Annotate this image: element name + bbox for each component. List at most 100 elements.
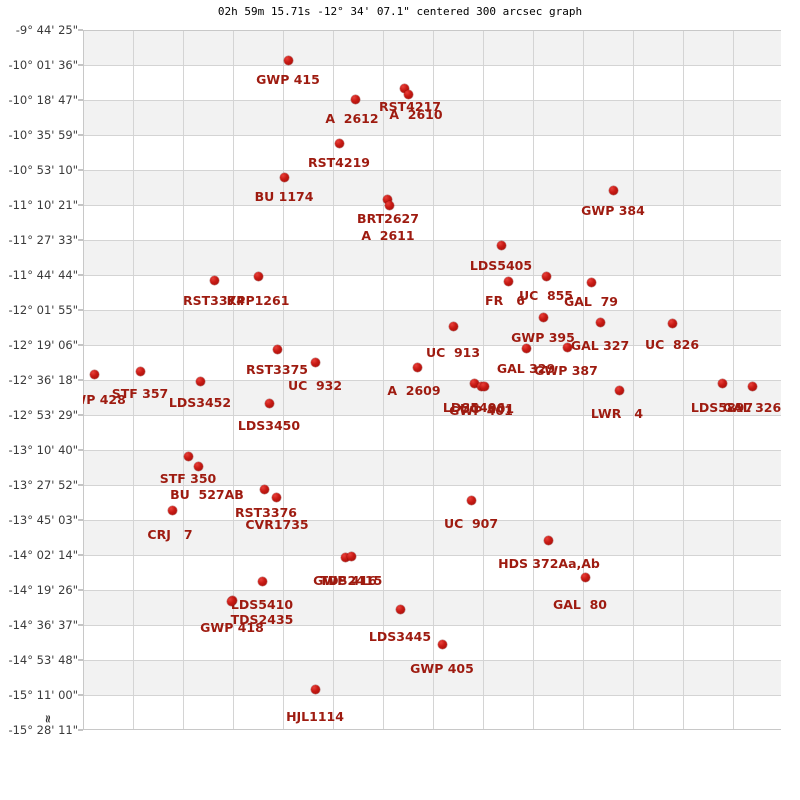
star-marker[interactable] <box>466 495 476 505</box>
horizontal-gridline <box>83 170 781 171</box>
star-marker[interactable] <box>259 484 269 494</box>
star-marker[interactable] <box>135 366 145 376</box>
y-axis-tick-mark <box>78 659 83 661</box>
star-marker[interactable] <box>562 342 572 352</box>
star-label: LDS3445 <box>368 629 432 644</box>
star-marker[interactable] <box>334 138 344 148</box>
star-marker[interactable] <box>469 378 479 388</box>
y-axis-tick-label: -10° 01' 36" <box>8 58 78 72</box>
y-axis-tick-label: -11° 27' 33" <box>8 233 78 247</box>
y-axis-tick-mark <box>78 99 83 101</box>
star-marker[interactable] <box>272 344 282 354</box>
y-axis-tick-mark <box>78 134 83 136</box>
horizontal-gridline <box>83 450 781 451</box>
star-label: UC 913 <box>425 345 481 360</box>
star-marker[interactable] <box>193 461 203 471</box>
star-marker[interactable] <box>183 451 193 461</box>
star-label: GWP 387 <box>534 363 598 378</box>
star-marker[interactable] <box>209 275 219 285</box>
star-marker[interactable] <box>541 271 551 281</box>
star-label: GAL 329 <box>496 361 556 376</box>
star-marker[interactable] <box>89 369 99 379</box>
star-marker[interactable] <box>257 576 267 586</box>
star-marker[interactable] <box>310 357 320 367</box>
y-axis-tick-label: -12° 19' 06" <box>8 338 78 352</box>
star-marker[interactable] <box>350 94 360 104</box>
plot-border-bottom <box>83 729 781 730</box>
star-marker[interactable] <box>717 378 727 388</box>
star-marker[interactable] <box>279 172 289 182</box>
y-axis-tick-label: -9° 44' 25" <box>15 23 78 37</box>
star-label: LDS3450 <box>237 418 301 433</box>
star-marker[interactable] <box>580 572 590 582</box>
y-axis-tick-label: -13° 27' 52" <box>8 478 78 492</box>
star-marker[interactable] <box>538 312 548 322</box>
star-marker[interactable] <box>614 385 624 395</box>
y-axis-tick-mark <box>78 344 83 346</box>
background-band <box>83 170 781 205</box>
y-axis-tick-mark <box>78 449 83 451</box>
star-marker[interactable] <box>253 271 263 281</box>
star-marker[interactable] <box>264 398 274 408</box>
star-marker[interactable] <box>271 492 281 502</box>
star-marker[interactable] <box>226 596 236 606</box>
y-axis-tick-label: -14° 19' 26" <box>8 583 78 597</box>
y-axis-tick-label: -14° 36' 37" <box>8 618 78 632</box>
star-marker[interactable] <box>543 535 553 545</box>
y-axis-tick-label: -15° 28' 11" <box>8 723 78 737</box>
star-marker[interactable] <box>595 317 605 327</box>
star-marker[interactable] <box>346 551 356 561</box>
star-marker[interactable] <box>667 318 677 328</box>
y-axis-tick-label: -12° 53' 29" <box>8 408 78 422</box>
star-marker[interactable] <box>167 505 177 515</box>
star-marker[interactable] <box>608 185 618 195</box>
star-label: RST3376 <box>235 505 297 520</box>
star-marker[interactable] <box>479 381 489 391</box>
axis-artifact-glyph: ≈ <box>41 714 55 723</box>
horizontal-gridline <box>83 205 781 206</box>
star-label: RST3375 <box>246 362 308 377</box>
star-marker[interactable] <box>399 83 409 93</box>
star-marker[interactable] <box>395 604 405 614</box>
background-band <box>83 380 781 415</box>
star-marker[interactable] <box>340 552 350 562</box>
horizontal-gridline <box>83 100 781 101</box>
y-axis-tick-label: -15° 11' 00" <box>8 688 78 702</box>
y-axis-tick-mark <box>78 589 83 591</box>
horizontal-gridline <box>83 625 781 626</box>
star-marker[interactable] <box>384 200 394 210</box>
horizontal-gridline <box>83 275 781 276</box>
star-label: UC 855 <box>518 288 574 303</box>
horizontal-gridline <box>83 240 781 241</box>
y-axis-tick-label: -10° 53' 10" <box>8 163 78 177</box>
chart-title: 02h 59m 15.71s -12° 34' 07.1" centered 3… <box>217 5 583 18</box>
y-axis-tick-mark <box>78 239 83 241</box>
background-band <box>83 590 781 625</box>
plot-border-top <box>83 30 781 31</box>
horizontal-gridline <box>83 135 781 136</box>
star-label: HJL1114 <box>286 709 344 724</box>
y-axis-tick-mark <box>78 274 83 276</box>
star-marker[interactable] <box>283 55 293 65</box>
star-marker[interactable] <box>496 240 506 250</box>
horizontal-gridline <box>83 590 781 591</box>
y-axis-tick-label: -10° 35' 59" <box>8 128 78 142</box>
star-marker[interactable] <box>437 639 447 649</box>
star-marker[interactable] <box>586 277 596 287</box>
star-marker[interactable] <box>382 194 392 204</box>
star-marker[interactable] <box>412 362 422 372</box>
star-marker[interactable] <box>310 684 320 694</box>
y-axis-tick-label: -10° 18' 47" <box>8 93 78 107</box>
star-marker[interactable] <box>403 89 413 99</box>
star-marker[interactable] <box>195 376 205 386</box>
background-band <box>83 30 781 65</box>
star-marker[interactable] <box>448 321 458 331</box>
y-axis-tick-mark <box>78 519 83 521</box>
star-marker[interactable] <box>521 343 531 353</box>
star-marker[interactable] <box>503 276 513 286</box>
star-marker[interactable] <box>747 381 757 391</box>
star-label: TDS2415 <box>319 573 383 588</box>
background-band <box>83 100 781 135</box>
plot-area: GWP 415 A 2612 RST4217 A 2610 RST4219 BU 1174… <box>83 30 781 730</box>
